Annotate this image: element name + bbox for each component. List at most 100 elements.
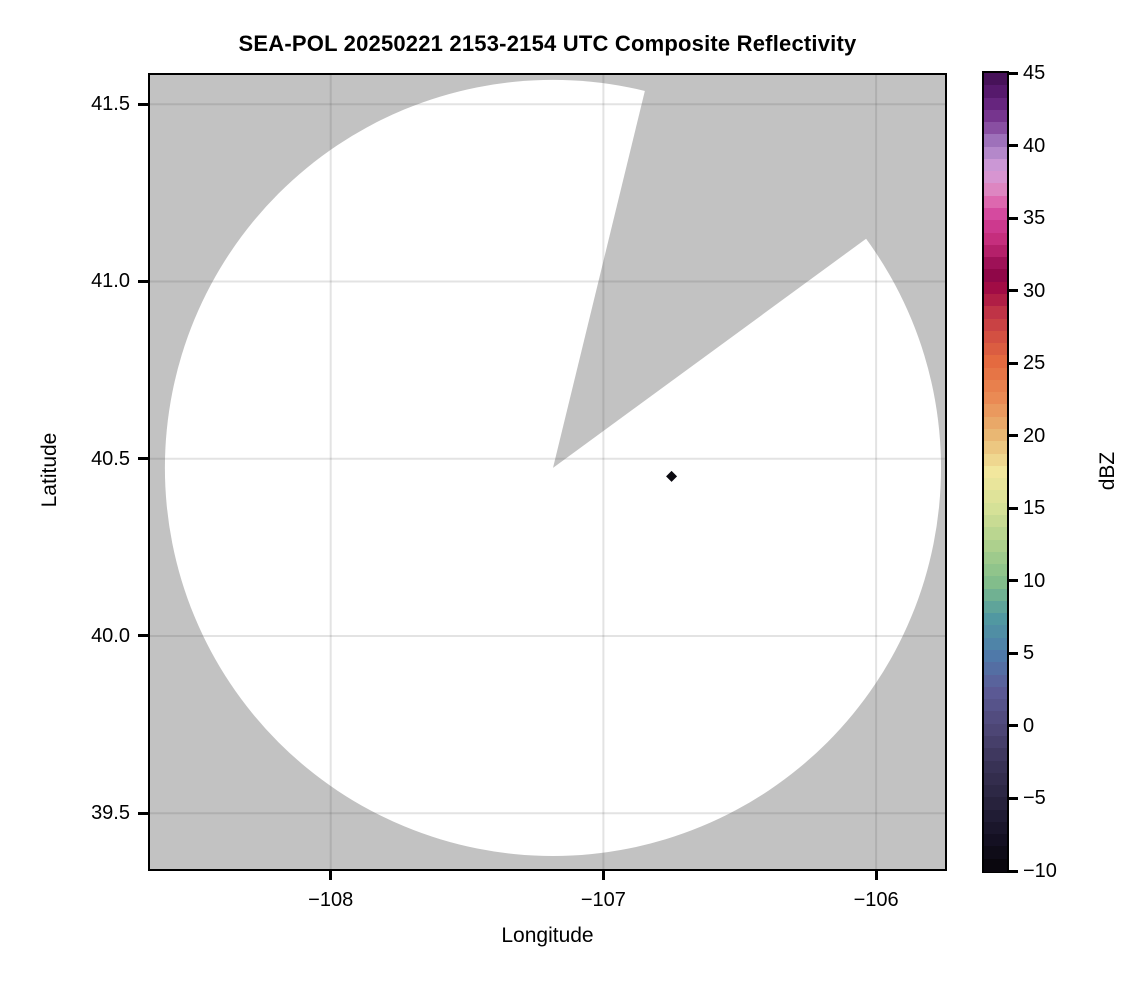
colorbar-band <box>984 662 1007 676</box>
colorbar-band <box>984 208 1007 221</box>
plot-frame <box>148 73 947 871</box>
colorbar-band <box>984 625 1007 639</box>
missing-sector-wedge <box>553 73 947 468</box>
colorbar-band <box>984 146 1007 160</box>
colorbar-band <box>984 97 1007 111</box>
colorbar-band <box>984 453 1007 467</box>
colorbar-tick-mark <box>1009 216 1018 220</box>
colorbar-band <box>984 576 1007 590</box>
x-tick-mark <box>329 871 333 880</box>
colorbar-band <box>984 183 1007 197</box>
colorbar-tick-mark <box>1009 869 1018 873</box>
colorbar-tick-label: −5 <box>1023 787 1046 810</box>
colorbar-band <box>984 244 1007 258</box>
colorbar-band <box>984 85 1007 99</box>
colorbar-band <box>984 109 1007 123</box>
x-tick-label: −107 <box>580 889 626 911</box>
colorbar-band <box>984 674 1007 688</box>
reflectivity-echo-point <box>666 470 678 482</box>
colorbar-tick-label: 0 <box>1023 714 1035 737</box>
colorbar-band <box>984 735 1007 749</box>
colorbar-band <box>984 551 1007 565</box>
colorbar-tick-label: 5 <box>1023 642 1035 665</box>
colorbar-tick-label: 40 <box>1023 134 1046 157</box>
colorbar-band <box>984 600 1007 614</box>
colorbar-band <box>984 564 1007 577</box>
colorbar-band <box>984 429 1007 442</box>
y-tick-label: 41.5 <box>91 93 130 116</box>
colorbar-tick-mark <box>1009 289 1018 293</box>
colorbar-band <box>984 134 1007 148</box>
colorbar-tick-label: −10 <box>1023 860 1057 882</box>
colorbar-band <box>984 539 1007 553</box>
colorbar-band <box>984 797 1007 811</box>
colorbar-band <box>984 613 1007 627</box>
colorbar-tick-mark <box>1009 506 1018 510</box>
colorbar-band <box>984 478 1007 491</box>
colorbar-band <box>984 772 1007 786</box>
colorbar-tick-mark <box>1009 361 1018 365</box>
colorbar-tick-mark <box>1009 651 1018 655</box>
colorbar-tick-mark <box>1009 796 1018 800</box>
colorbar-band <box>984 281 1007 295</box>
colorbar-band <box>984 330 1007 344</box>
plot-title: SEA-POL 20250221 2153-2154 UTC Composite… <box>238 31 857 56</box>
colorbar-tick-mark <box>1009 71 1018 75</box>
colorbar-band <box>984 846 1007 860</box>
colorbar-tick-mark <box>1009 144 1018 148</box>
x-axis-label: Longitude <box>501 924 594 947</box>
colorbar-band <box>984 122 1007 135</box>
y-tick-label: 40.5 <box>91 447 130 470</box>
radar-plot-area <box>148 73 947 871</box>
y-tick-mark <box>138 457 148 461</box>
x-tick-mark <box>874 871 878 880</box>
y-tick-label: 40.0 <box>91 624 130 647</box>
colorbar-band <box>984 760 1007 774</box>
colorbar-tick-label: 15 <box>1023 497 1046 520</box>
colorbar-tick-label: 20 <box>1023 424 1046 447</box>
colorbar-band <box>984 834 1007 848</box>
colorbar-band <box>984 379 1007 393</box>
colorbar-label: dBZ <box>1096 451 1119 491</box>
colorbar-band <box>984 514 1007 528</box>
colorbar-band <box>984 637 1007 651</box>
colorbar-band <box>984 257 1007 271</box>
colorbar-band <box>984 711 1007 725</box>
colorbar-band <box>984 220 1007 234</box>
y-tick-mark <box>138 634 148 638</box>
y-tick-mark <box>138 811 148 815</box>
colorbar-tick-mark <box>1009 724 1018 728</box>
colorbar-band <box>984 809 1007 823</box>
x-tick-label: −106 <box>853 889 899 911</box>
colorbar-band <box>984 465 1007 479</box>
colorbar-band <box>984 723 1007 737</box>
y-axis-label: Latitude <box>38 432 61 508</box>
colorbar-tick-label: 35 <box>1023 207 1046 230</box>
colorbar-band <box>984 355 1007 369</box>
colorbar-band <box>984 158 1007 172</box>
colorbar-band <box>984 441 1007 455</box>
colorbar-band <box>984 588 1007 602</box>
colorbar-tick-label: 30 <box>1023 279 1046 302</box>
colorbar-tick-label: 25 <box>1023 352 1046 375</box>
colorbar-band <box>984 821 1007 835</box>
colorbar-band <box>984 171 1007 185</box>
x-tick-label: −108 <box>308 889 354 911</box>
colorbar-band <box>984 502 1007 516</box>
colorbar-band <box>984 367 1007 381</box>
colorbar-band <box>984 306 1007 320</box>
colorbar-band <box>984 699 1007 712</box>
colorbar-tick-label: 10 <box>1023 569 1046 592</box>
colorbar-band <box>984 686 1007 700</box>
y-tick-label: 41.0 <box>91 270 130 293</box>
colorbar-tick-mark <box>1009 434 1018 438</box>
colorbar-band <box>984 748 1007 762</box>
y-tick-label: 39.5 <box>91 802 130 825</box>
colorbar-tick-mark <box>1009 579 1018 583</box>
x-tick-mark <box>601 871 605 880</box>
colorbar-band <box>984 785 1007 798</box>
y-tick-mark <box>138 279 148 283</box>
colorbar-band <box>984 343 1007 356</box>
colorbar-band <box>984 392 1007 406</box>
